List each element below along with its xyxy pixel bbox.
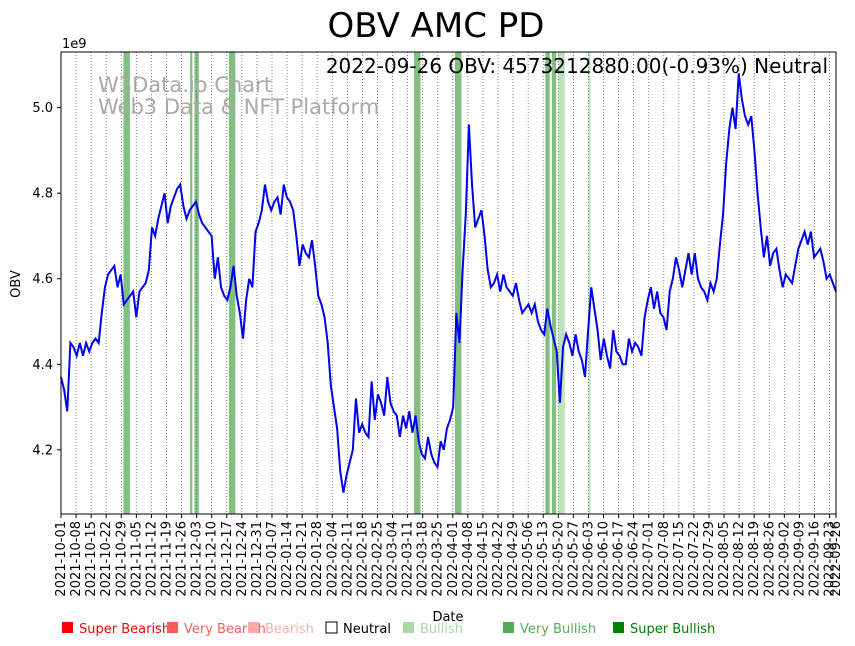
legend-swatch	[167, 622, 178, 633]
x-tick-label: 2021-12-31	[250, 521, 265, 597]
x-tick-label: 2022-03-04	[386, 521, 401, 597]
plot-frame	[60, 51, 837, 515]
x-tick-label: 2022-07-08	[657, 521, 672, 597]
x-tick-label: 2021-10-01	[54, 521, 69, 597]
latest-value-annotation: 2022-09-26 OBV: 4573212880.00(-0.93%) Ne…	[326, 54, 828, 78]
x-tick-label: 2022-04-22	[491, 521, 506, 597]
x-tick-label: 2022-01-07	[265, 521, 280, 597]
y-tick-label: 4.2	[32, 443, 53, 458]
x-tick-label: 2021-10-29	[114, 521, 129, 597]
x-tick-label: 2022-04-29	[506, 521, 521, 597]
x-tick-label: 2022-06-10	[597, 521, 612, 597]
watermark-line-1: W3Data.io Chart	[98, 73, 272, 97]
x-tick-label: 2022-05-13	[536, 521, 551, 597]
y-axis: 4.2 4.4 4.6 4.8 5.0	[32, 101, 61, 458]
x-tick-label: 2021-12-17	[220, 521, 235, 597]
legend-swatch	[62, 622, 73, 633]
legend-label: Super Bullish	[630, 622, 715, 637]
x-tick-label: 2022-09-23	[823, 521, 838, 597]
x-tick-label: 2022-02-25	[370, 521, 385, 597]
x-tick-label: 2022-03-18	[416, 521, 431, 597]
x-tick-label: 2022-01-28	[310, 521, 325, 597]
y-tick-label: 4.4	[32, 358, 53, 373]
x-tick-label: 2021-10-22	[99, 521, 114, 597]
legend-label: Super Bearish	[79, 622, 170, 637]
x-tick-label: 2022-05-20	[551, 521, 566, 597]
x-tick-label: 2022-09-26	[829, 521, 844, 597]
y-multiplier: 1e9	[62, 37, 87, 52]
legend-swatch	[503, 622, 514, 633]
x-tick-label: 2022-02-11	[340, 521, 355, 597]
x-tick-label: 2021-11-05	[129, 521, 144, 597]
shaded-region-1	[190, 52, 193, 514]
x-tick-label: 2022-09-16	[807, 521, 822, 597]
y-tick-label: 5.0	[32, 101, 53, 116]
shaded-region-4	[414, 52, 421, 514]
legend-label: Bearish	[265, 622, 314, 637]
x-tick-label: 2022-08-26	[762, 521, 777, 597]
x-tick-label: 2021-12-24	[235, 521, 250, 597]
x-tick-label: 2022-09-02	[777, 521, 792, 597]
x-tick-label: 2022-06-24	[627, 521, 642, 597]
x-tick-label: 2022-01-21	[295, 521, 310, 597]
watermark-line-2: Web3 Data & NFT Platform	[98, 95, 379, 119]
shaded-region-5	[454, 52, 462, 514]
y-axis-label: OBV	[9, 270, 24, 298]
x-tick-label: 2022-07-22	[687, 521, 702, 597]
x-tick-label: 2021-10-08	[69, 521, 84, 597]
x-axis: 2021-10-01 2021-10-08 2021-10-15 2021-10-22…	[54, 514, 844, 597]
x-tick-label: 2022-07-29	[702, 521, 717, 597]
x-tick-label: 2022-05-06	[521, 521, 536, 597]
x-tick-label: 2022-04-01	[446, 521, 461, 597]
x-tick-label: 2022-09-09	[792, 521, 807, 597]
x-tick-label: 2021-12-10	[205, 521, 220, 597]
legend-label: Bullish	[420, 622, 463, 637]
x-tick-label: 2022-04-15	[476, 521, 491, 597]
x-tick-label: 2022-03-25	[431, 521, 446, 597]
x-tick-label: 2022-08-12	[732, 521, 747, 597]
x-tick-label: 2022-07-15	[672, 521, 687, 597]
shaded-region-7	[551, 52, 557, 514]
shaded-region-6	[545, 52, 550, 514]
x-axis-label: Date	[432, 610, 463, 625]
legend-label: Very Bullish	[520, 622, 596, 637]
x-tick-label: 2022-01-14	[280, 521, 295, 597]
legend-label: Neutral	[343, 622, 391, 637]
x-tick-label: 2022-07-01	[642, 521, 657, 597]
watermark: W3Data.io Chart Web3 Data & NFT Platform	[98, 73, 379, 119]
x-tick-label: 2022-05-27	[566, 521, 581, 597]
shaded-region-8	[558, 52, 565, 514]
x-tick-label: 2022-02-04	[325, 521, 340, 597]
x-tick-label: 2021-12-03	[190, 521, 205, 597]
x-tick-label: 2021-11-19	[159, 521, 174, 597]
x-tick-label: 2022-06-17	[612, 521, 627, 597]
obv-series-line	[60, 73, 837, 493]
legend-label: Very Bearish	[184, 622, 266, 637]
shaded-region-0	[123, 52, 130, 514]
x-tick-label: 2022-06-03	[581, 521, 596, 597]
x-tick-label: 2022-08-05	[717, 521, 732, 597]
legend-swatch	[248, 622, 259, 633]
x-tick-label: 2022-08-19	[747, 521, 762, 597]
x-tick-label: 2021-10-15	[84, 521, 99, 597]
x-tick-label: 2021-11-26	[175, 521, 190, 597]
y-tick-label: 4.6	[32, 272, 53, 287]
y-tick-label: 4.8	[32, 187, 53, 202]
x-tick-label: 2022-03-11	[401, 521, 416, 597]
legend-swatch	[613, 622, 624, 633]
x-tick-label: 2021-11-12	[144, 521, 159, 597]
legend-swatch	[403, 622, 414, 633]
shaded-region-3	[228, 52, 236, 514]
shaded-region-9	[588, 52, 591, 514]
x-gridlines	[60, 52, 837, 514]
legend: Super Bearish Very Bearish Bearish Neutral B…	[62, 621, 715, 637]
x-tick-label: 2022-02-18	[355, 521, 370, 597]
legend-swatch	[325, 621, 338, 634]
x-tick-label: 2022-04-08	[461, 521, 476, 597]
signal-shading	[123, 52, 591, 514]
chart-title: OBV AMC PD	[328, 6, 545, 46]
